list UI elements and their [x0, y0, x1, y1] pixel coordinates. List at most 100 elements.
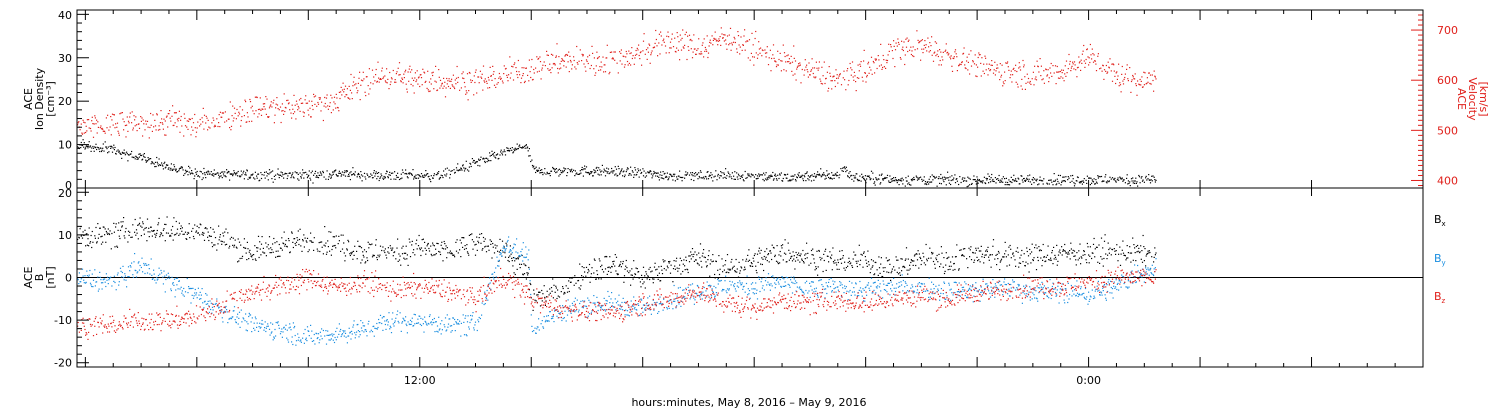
data-point — [954, 174, 956, 176]
data-point — [129, 270, 131, 272]
data-point — [229, 317, 231, 319]
data-point — [463, 170, 466, 172]
data-point — [178, 280, 180, 282]
data-point — [156, 229, 158, 232]
data-point — [627, 168, 629, 170]
data-point — [107, 114, 109, 116]
data-point — [483, 240, 485, 242]
data-point — [232, 105, 234, 107]
data-point — [1127, 78, 1129, 80]
data-point — [1078, 56, 1080, 58]
data-point — [419, 247, 421, 249]
data-point — [564, 292, 566, 294]
data-point — [92, 286, 94, 288]
data-point — [932, 260, 935, 263]
data-point — [856, 262, 858, 264]
data-point — [1137, 244, 1139, 247]
data-point — [676, 176, 678, 178]
data-point — [330, 254, 332, 256]
data-point — [403, 252, 405, 254]
data-point — [847, 261, 849, 264]
data-point — [959, 176, 961, 178]
data-point — [440, 85, 442, 87]
data-point — [528, 155, 530, 157]
data-point — [728, 34, 730, 36]
data-point — [400, 178, 402, 180]
data-point — [346, 249, 348, 251]
data-point — [1135, 85, 1137, 87]
data-point — [555, 172, 557, 174]
data-point — [910, 46, 912, 48]
data-point — [725, 39, 727, 41]
data-point — [691, 248, 694, 250]
data-point — [195, 292, 198, 294]
data-point — [1070, 248, 1072, 250]
data-point — [964, 248, 966, 250]
data-point — [268, 236, 271, 238]
data-point — [905, 247, 908, 249]
data-point — [246, 330, 248, 332]
data-point — [436, 89, 439, 91]
data-point — [902, 183, 904, 185]
data-point — [265, 242, 267, 244]
data-point — [207, 170, 209, 172]
data-point — [1119, 176, 1121, 178]
data-point — [504, 151, 506, 153]
data-point — [785, 61, 787, 63]
data-point — [1008, 69, 1010, 71]
data-point — [980, 245, 982, 247]
data-point — [553, 168, 555, 170]
data-point — [241, 116, 243, 118]
data-point — [476, 249, 478, 251]
data-point — [902, 49, 904, 52]
data-point — [581, 169, 583, 171]
data-point — [1064, 180, 1066, 183]
data-point — [1048, 77, 1050, 79]
data-point — [199, 170, 201, 172]
data-point — [217, 125, 219, 128]
data-point — [130, 153, 132, 155]
data-point — [701, 177, 703, 179]
data-point — [160, 269, 162, 272]
data-point — [947, 269, 949, 271]
data-point — [108, 129, 110, 131]
data-point — [808, 179, 810, 181]
data-point — [623, 281, 625, 283]
data-point — [432, 244, 434, 246]
data-point — [839, 174, 841, 176]
data-point — [702, 42, 704, 44]
data-point — [924, 264, 927, 266]
data-point — [1036, 247, 1038, 249]
data-point — [255, 110, 257, 112]
data-point — [1089, 246, 1091, 248]
data-point — [752, 44, 754, 46]
data-point — [1017, 86, 1019, 88]
data-point — [997, 179, 1000, 181]
data-point — [595, 167, 597, 169]
data-point — [1034, 65, 1036, 67]
data-point — [289, 172, 291, 174]
data-point — [165, 116, 168, 118]
data-point — [215, 302, 217, 305]
data-point — [177, 120, 179, 122]
data-point — [919, 40, 921, 43]
data-point — [395, 178, 397, 180]
data-point — [246, 121, 248, 123]
data-point — [90, 150, 92, 152]
data-point — [440, 244, 442, 246]
data-point — [988, 63, 990, 65]
data-point — [763, 180, 765, 182]
data-point — [343, 242, 345, 244]
data-point — [994, 61, 996, 63]
data-point — [216, 118, 218, 120]
data-point — [897, 180, 899, 182]
data-point — [162, 165, 164, 167]
data-point — [1068, 53, 1070, 56]
data-point — [953, 177, 955, 179]
data-point — [983, 256, 985, 258]
data-point — [330, 94, 332, 96]
data-point — [554, 63, 556, 65]
data-point — [1122, 80, 1124, 82]
data-point — [869, 272, 871, 274]
data-point — [969, 73, 971, 75]
